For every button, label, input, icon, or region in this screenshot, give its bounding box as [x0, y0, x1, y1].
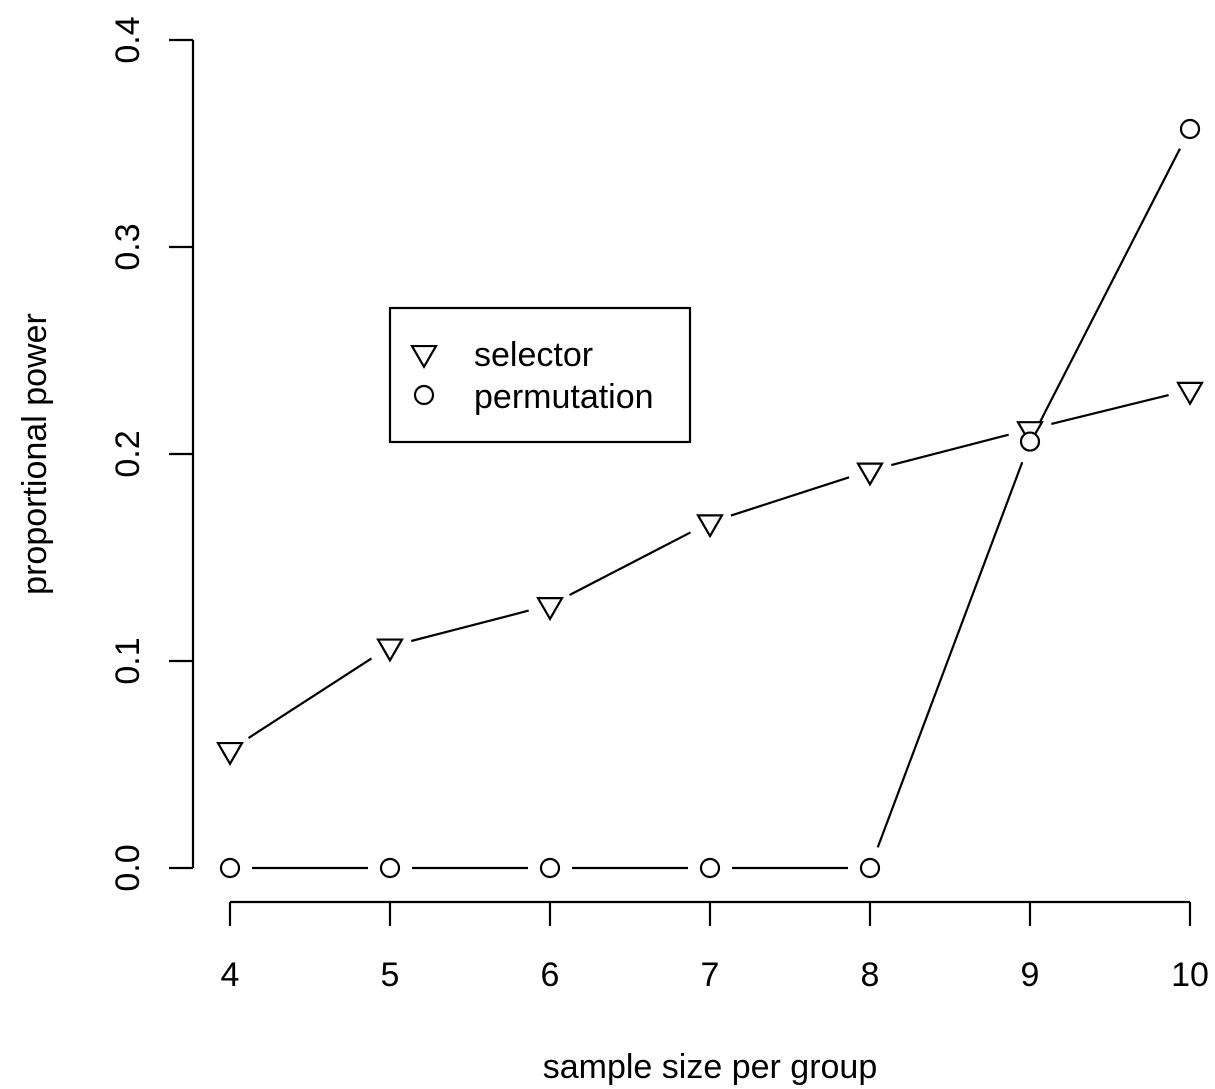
series-permutation	[219, 118, 1201, 879]
data-point	[379, 857, 401, 879]
data-point	[539, 857, 561, 879]
x-tick-label: 6	[541, 956, 560, 994]
y-tick-label: 0.0	[109, 844, 147, 891]
series-selector	[216, 381, 1204, 767]
data-point	[696, 514, 724, 539]
data-point	[536, 597, 564, 622]
series-line-segment	[411, 609, 529, 643]
legend-marker	[410, 344, 438, 369]
legend: selector permutation	[388, 306, 692, 444]
legend-label: permutation	[474, 378, 654, 416]
series-line-segment	[891, 433, 1009, 467]
x-tick-label: 10	[1171, 956, 1209, 994]
data-point	[376, 638, 404, 663]
data-point	[856, 462, 884, 487]
y-tick-label: 0.1	[109, 637, 147, 684]
series-line-segment	[569, 531, 691, 596]
data-point	[216, 741, 244, 767]
x-tick-label: 5	[381, 956, 400, 994]
legend-box	[388, 306, 692, 444]
series-line-segment	[1039, 148, 1181, 423]
data-point	[219, 857, 241, 879]
x-axis-title: sample size per group	[543, 1048, 878, 1086]
legend-label: selector	[474, 336, 593, 374]
series-line-segment	[876, 461, 1024, 848]
legend-marker	[413, 384, 435, 406]
x-tick-label: 9	[1021, 956, 1040, 994]
data-point	[859, 857, 881, 879]
x-tick-label: 8	[861, 956, 880, 994]
data-point	[1176, 381, 1204, 406]
series-line-segment	[730, 476, 850, 517]
y-tick-label: 0.2	[109, 430, 147, 477]
y-tick-label: 0.3	[109, 223, 147, 270]
series-line-segment	[1051, 394, 1169, 425]
x-axis: 4 5 6 7 8 9 10	[221, 900, 1209, 994]
series-layer	[216, 118, 1204, 879]
x-tick-label: 4	[221, 956, 240, 994]
legend-items: selector permutation	[410, 336, 654, 416]
data-point	[1179, 118, 1201, 140]
y-axis: 0.0 0.1 0.2 0.3 0.4	[109, 16, 195, 892]
x-tick-label: 7	[701, 956, 720, 994]
y-tick-label: 0.4	[109, 16, 147, 63]
data-point	[1019, 431, 1041, 452]
data-point	[699, 857, 721, 879]
y-axis-title: proportional power	[16, 313, 54, 595]
series-line-segment	[247, 657, 373, 739]
